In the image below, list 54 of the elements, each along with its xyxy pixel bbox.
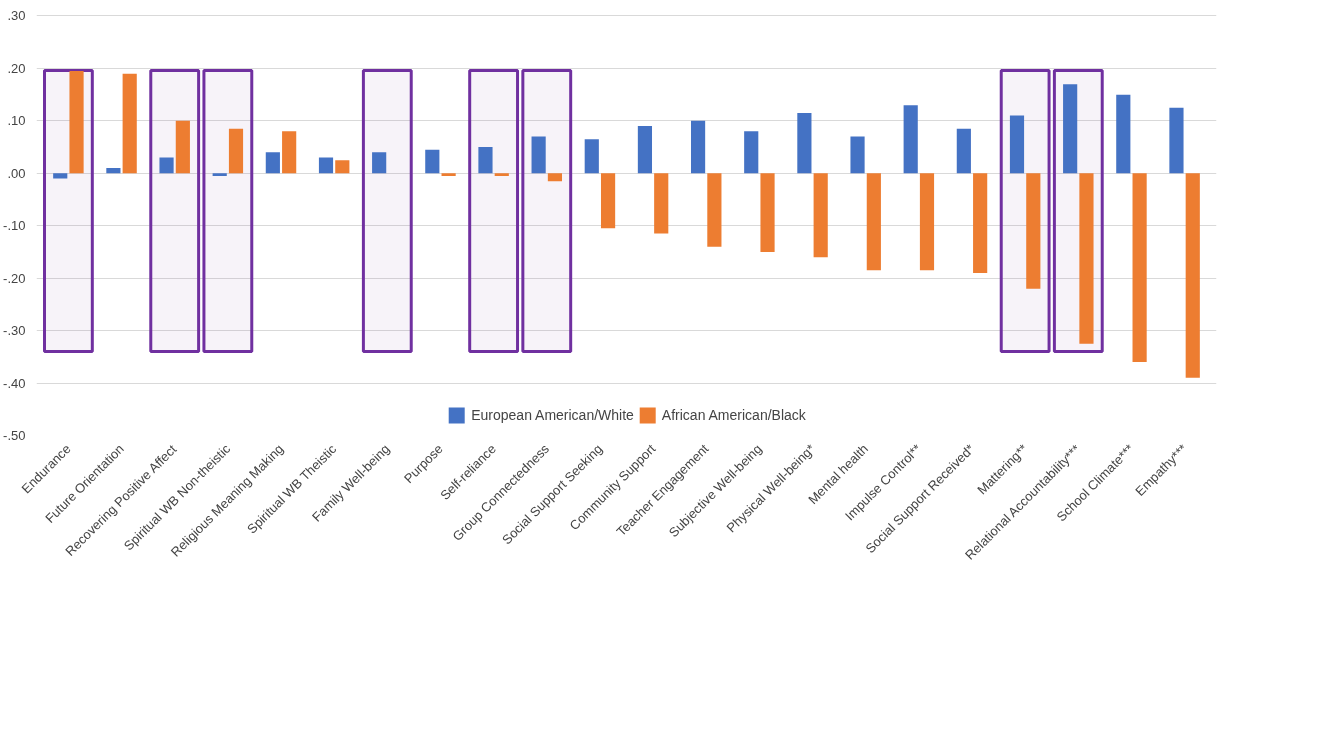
bar [903,105,918,174]
bar [1185,173,1200,378]
y-tick-label: .00 [7,165,26,181]
legend-label: African American/Black [661,407,806,423]
bar [866,173,881,271]
y-tick-label: .10 [7,113,26,129]
y-tick-label: -.20 [3,270,26,286]
bar [547,173,563,182]
bar [1169,107,1184,174]
bar [1009,115,1025,174]
bar [584,139,599,174]
y-tick-label: .20 [7,60,26,76]
bar [637,126,653,174]
bar [1116,94,1131,174]
bar [478,147,493,174]
bar [441,173,456,176]
bar [760,173,775,252]
y-tick-label: -.30 [3,323,26,339]
bar [175,120,190,174]
bar [1079,173,1094,344]
y-tick-label: -.50 [3,428,26,443]
y-tick-label: -.10 [3,218,26,234]
bar [106,168,121,174]
bar [744,131,759,174]
bar [265,152,280,174]
bar [494,173,509,176]
bar [600,173,616,229]
bar [850,136,865,174]
bar [69,71,84,174]
bar [813,173,828,258]
bar [122,73,137,174]
y-tick-label: -.40 [3,375,26,391]
legend-label: European American/White [471,407,634,423]
bar [335,160,350,174]
bar [919,173,935,271]
bar [531,136,546,174]
bar [212,173,227,176]
bar [282,131,297,174]
bar [797,113,812,174]
bar [690,120,706,174]
bar [1063,84,1078,174]
bar [372,152,387,174]
bar [425,149,440,174]
bar [318,157,334,174]
bar [973,173,988,273]
bar [53,173,68,179]
bar [956,128,971,174]
bar [1132,173,1147,363]
bar [707,173,722,247]
bar [159,157,174,174]
y-tick-label: .30 [7,8,26,24]
bar [228,128,244,174]
bar [1026,173,1041,289]
bar [654,173,669,234]
